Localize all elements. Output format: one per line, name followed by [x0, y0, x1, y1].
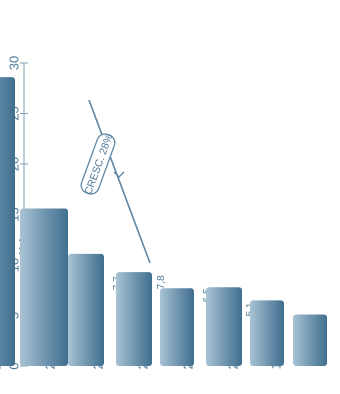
bar-group: [0, 77, 15, 366]
annotation-box: [80, 133, 116, 195]
axis-tick-label: 0: [7, 362, 22, 369]
bar: [160, 288, 194, 366]
axis-tick-label: 30: [7, 56, 22, 70]
bar-group: [293, 314, 327, 366]
bar: [68, 253, 104, 366]
trend-line: [88, 99, 151, 264]
bar-group: [160, 288, 194, 366]
bar-group: [20, 208, 68, 366]
bar: [116, 272, 152, 366]
bar: [293, 314, 327, 366]
bar: [0, 77, 15, 366]
growth-annotation: CRESC. 28%: [80, 99, 151, 264]
trend-arrow-icon: [113, 171, 125, 178]
bar-group: [116, 272, 152, 366]
value-label: 7,8: [156, 275, 167, 289]
bars: 19995,120006,520017,820027,720039,320041…: [0, 77, 327, 369]
bar: [250, 300, 284, 366]
bar-group: [68, 253, 104, 366]
bar: [20, 208, 68, 366]
bar-group: [250, 300, 284, 366]
bar: [206, 287, 242, 366]
bar-group: [206, 287, 242, 366]
